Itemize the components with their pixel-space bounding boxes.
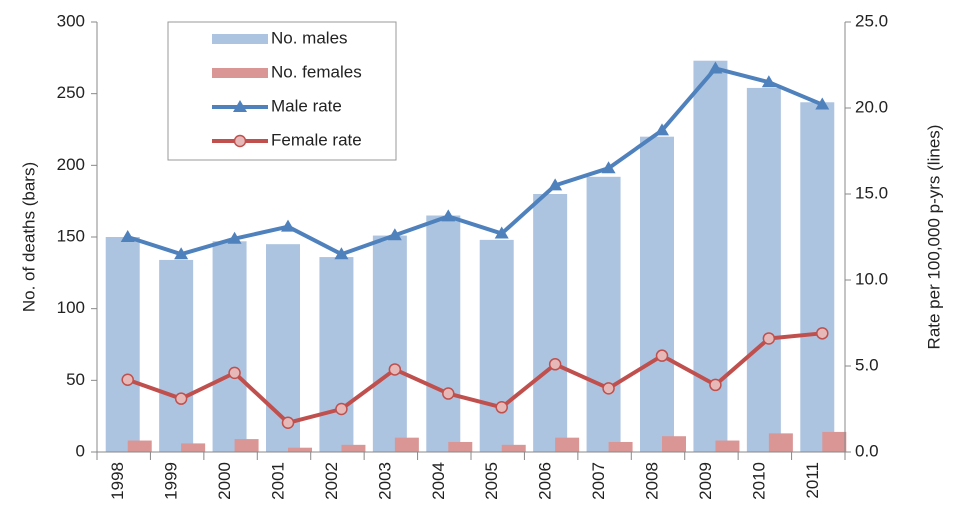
y-tick-label: 300 [57, 11, 85, 30]
bar [394, 437, 419, 452]
line-marker [816, 327, 829, 340]
line-marker [655, 123, 669, 136]
legend-label: Female rate [271, 130, 362, 149]
line-marker [548, 358, 562, 371]
bar [426, 215, 461, 452]
bar [640, 136, 674, 452]
x-tick-label: 2011 [803, 462, 822, 499]
bar [746, 87, 781, 452]
bar [181, 443, 206, 452]
bar [608, 441, 633, 452]
line-marker [174, 392, 188, 405]
line-marker [495, 401, 508, 414]
x-tick-label: 2006 [536, 462, 555, 500]
bar [800, 102, 835, 453]
bar [372, 235, 407, 452]
y-tick-label: 200 [57, 155, 85, 174]
bar [234, 439, 259, 452]
line [127, 66, 824, 257]
legend-box [167, 21, 397, 161]
x-tick-label: 2005 [482, 462, 501, 500]
legend-marker [233, 134, 247, 148]
bar [822, 431, 847, 452]
y-tick-label: 0 [76, 441, 85, 460]
legend-swatch [212, 68, 268, 78]
x-tick-label: 1998 [108, 462, 127, 500]
line-marker [762, 332, 776, 345]
line-marker [709, 378, 722, 392]
bar [319, 257, 354, 452]
x-tick-label: 2007 [589, 462, 608, 500]
x-tick-label: 2008 [642, 462, 661, 500]
bar [127, 440, 152, 452]
bar [693, 60, 728, 452]
bar [555, 437, 580, 452]
legend-label: No. females [271, 62, 362, 81]
y-tick-label: 150 [57, 226, 85, 245]
bar [105, 237, 140, 452]
bar [212, 241, 247, 452]
y-tick-label: 250 [57, 83, 85, 102]
line-marker [174, 247, 189, 260]
line-marker [121, 373, 134, 387]
y2-axis-title: Rate per 100,000 p-yrs (lines) [924, 125, 943, 350]
x-tick-label: 2001 [268, 462, 287, 500]
bar [533, 194, 568, 452]
y2-tick-label: 10.0 [855, 269, 888, 288]
bar [715, 440, 740, 452]
line-marker [602, 382, 615, 395]
line-marker [601, 161, 616, 174]
line-marker [228, 366, 241, 380]
y2-tick-label: 20.0 [855, 97, 888, 116]
bar [768, 433, 793, 452]
line-marker [494, 226, 509, 239]
line-marker [388, 363, 402, 376]
bar [662, 436, 686, 452]
x-tick-label: 1999 [162, 462, 181, 500]
line [127, 331, 823, 425]
x-tick-label: 2009 [696, 462, 715, 500]
legend-label: No. males [271, 28, 348, 47]
line-marker [815, 97, 830, 110]
line-marker [761, 75, 776, 88]
line-marker [387, 228, 402, 241]
bar [586, 176, 621, 453]
bar [341, 444, 366, 452]
legend-marker [233, 100, 247, 112]
x-tick-label: 2010 [749, 462, 768, 500]
line-marker [441, 209, 456, 222]
line-marker [334, 247, 349, 260]
x-tick-label: 2000 [215, 462, 234, 500]
y-tick-label: 100 [57, 298, 85, 317]
bar [501, 444, 526, 452]
y-axis-title: No. of deaths (bars) [19, 162, 38, 312]
line-marker [335, 402, 348, 416]
line-marker [227, 231, 242, 244]
bar [448, 441, 473, 452]
x-tick-label: 2004 [429, 462, 448, 500]
bar [159, 259, 194, 452]
line-marker [655, 349, 669, 362]
y2-tick-label: 25.0 [855, 11, 888, 30]
y-tick-label: 50 [66, 370, 85, 389]
line-marker [281, 416, 295, 430]
y2-tick-label: 0.0 [855, 441, 879, 460]
legend-label: Male rate [271, 96, 342, 115]
line-marker [442, 387, 455, 400]
line-marker [548, 178, 563, 191]
bar [479, 239, 514, 452]
x-tick-label: 2002 [322, 462, 341, 500]
x-tick-label: 2003 [375, 462, 394, 500]
legend-swatch [212, 34, 268, 44]
y2-tick-label: 5.0 [855, 355, 879, 374]
bar [288, 447, 312, 452]
y2-tick-label: 15.0 [855, 183, 888, 202]
line-marker [708, 61, 723, 74]
line-marker [120, 230, 135, 242]
line-marker [281, 219, 295, 232]
